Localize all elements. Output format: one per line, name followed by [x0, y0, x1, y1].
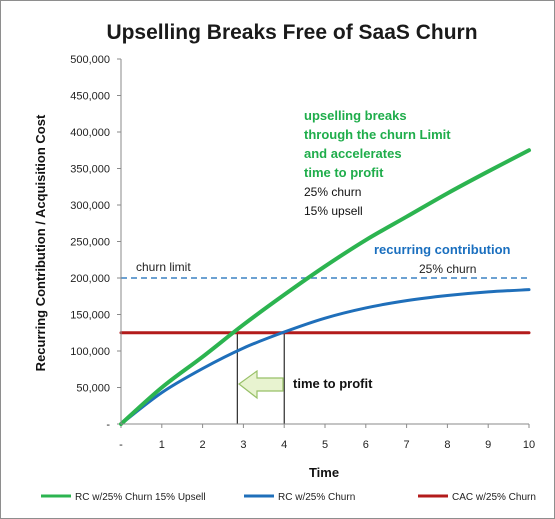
- churn-limit-label: churn limit: [136, 260, 191, 274]
- x-tick-label: 1: [159, 439, 165, 451]
- upsell-series-line: [119, 148, 531, 426]
- series-lines: [119, 148, 531, 426]
- recurring-contribution-series-line: [119, 288, 531, 426]
- x-tick-label: -: [119, 439, 123, 451]
- y-tick-label: 100,000: [70, 346, 110, 358]
- recurring-contribution-label: recurring contribution: [374, 242, 511, 257]
- recurring-contribution-churn-label: 25% churn: [419, 262, 476, 276]
- upsell-annotation-line-3: and accelerates: [304, 146, 402, 161]
- chart-title: Upselling Breaks Free of SaaS Churn: [106, 21, 477, 44]
- legend-item-cac: CAC w/25% Churn: [418, 492, 536, 503]
- time-to-profit-markers: [236, 332, 285, 424]
- upsell-annotation-line-2: through the churn Limit: [304, 127, 451, 142]
- y-axis-ticks: - 50,000 100,000 150,000 200,000 250,000 300,0…: [70, 54, 121, 431]
- x-tick-label: 3: [240, 439, 246, 451]
- upsell-annotation: upselling breaks through the churn Limit…: [304, 108, 451, 218]
- x-axis-ticks: - 1 2 3 4 5 6 7 8 9 10: [119, 424, 535, 451]
- y-tick-label: 350,000: [70, 164, 110, 176]
- y-tick-label: 300,000: [70, 200, 110, 212]
- y-tick-label: 400,000: [70, 127, 110, 139]
- upsell-annotation-upsell: 15% upsell: [304, 204, 363, 218]
- y-tick-label: 250,000: [70, 237, 110, 249]
- x-axis-title: Time: [309, 465, 339, 480]
- x-tick-label: 6: [363, 439, 369, 451]
- upsell-annotation-churn: 25% churn: [304, 185, 361, 199]
- legend-item-recurring-contribution: RC w/25% Churn: [244, 492, 355, 503]
- legend-label: RC w/25% Churn: [278, 492, 355, 503]
- x-tick-label: 10: [523, 439, 535, 451]
- time-to-profit-arrow-icon: [237, 369, 284, 400]
- legend-item-upsell: RC w/25% Churn 15% Upsell: [41, 492, 206, 503]
- legend: RC w/25% Churn 15% Upsell RC w/25% Churn C…: [41, 492, 536, 503]
- upsell-annotation-line-1: upselling breaks: [304, 108, 407, 123]
- x-tick-label: 8: [444, 439, 450, 451]
- y-tick-label: 450,000: [70, 91, 110, 103]
- y-axis-title: Recurring Contribution / Acquisition Cos…: [33, 114, 48, 371]
- x-tick-label: 7: [404, 439, 410, 451]
- y-tick-label: 500,000: [70, 54, 110, 66]
- y-tick-label: 200,000: [70, 273, 110, 285]
- y-tick-label: 150,000: [70, 310, 110, 322]
- y-tick-label: 50,000: [76, 383, 110, 395]
- legend-label: CAC w/25% Churn: [452, 492, 536, 503]
- legend-label: RC w/25% Churn 15% Upsell: [75, 492, 206, 503]
- time-to-profit-label: time to profit: [293, 376, 373, 391]
- x-tick-label: 9: [485, 439, 491, 451]
- x-tick-label: 2: [200, 439, 206, 451]
- x-tick-label: 4: [281, 439, 287, 451]
- upsell-annotation-line-4: time to profit: [304, 165, 384, 180]
- y-tick-label: -: [106, 419, 110, 431]
- x-tick-label: 5: [322, 439, 328, 451]
